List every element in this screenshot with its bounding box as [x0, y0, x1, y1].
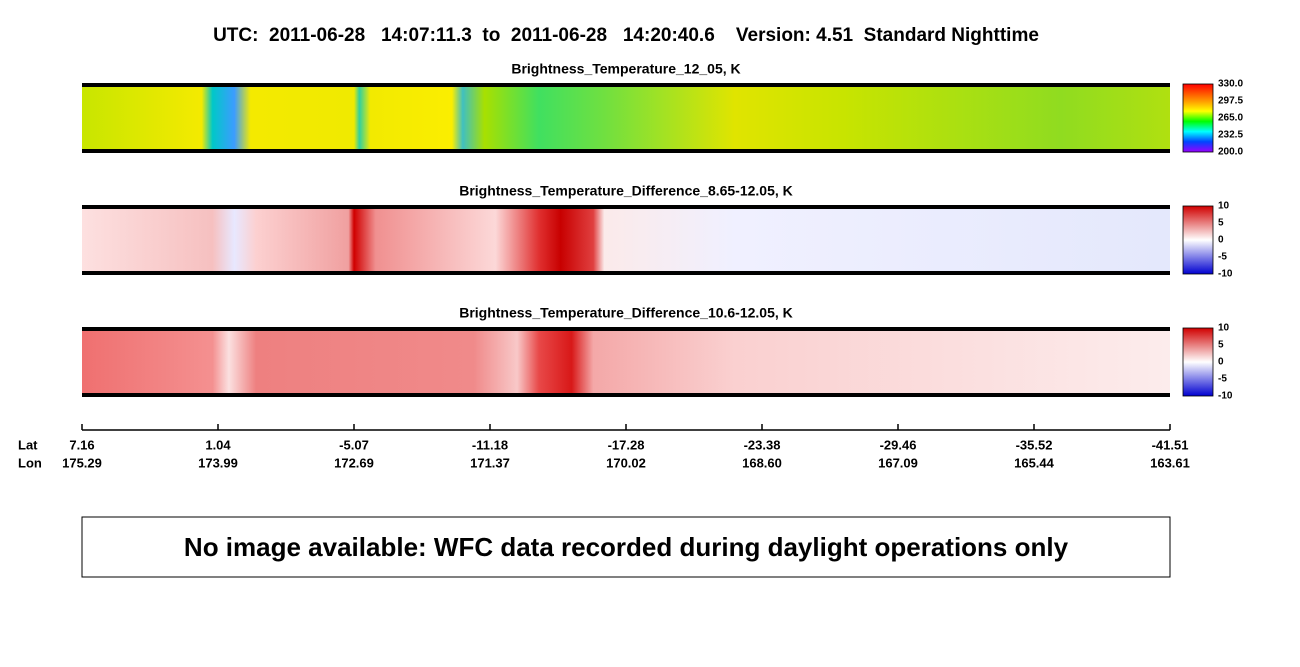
lat-tick-label: -29.46	[880, 437, 917, 452]
lat-tick-label: -41.51	[1152, 437, 1189, 452]
colorbar	[1182, 327, 1214, 397]
strip-edge-bottom	[82, 393, 1170, 397]
lon-tick-label: 167.09	[878, 455, 918, 470]
lat-tick-label: 7.16	[69, 437, 94, 452]
strip-edge-top	[82, 205, 1170, 209]
colorbar-label: -10	[1218, 269, 1233, 280]
lat-label: Lat	[18, 437, 38, 452]
colorbar-label: 232.5	[1218, 130, 1243, 141]
colorbar	[1182, 205, 1214, 275]
colorbar-label: 330.0	[1218, 79, 1243, 90]
title: UTC: 2011-06-28 14:07:11.3 to 2011-06-28…	[213, 25, 1039, 46]
lon-tick-label: 173.99	[198, 455, 238, 470]
colorbar-label: 265.0	[1218, 113, 1243, 124]
colorbar	[1182, 83, 1214, 153]
lat-tick-label: 1.04	[205, 437, 231, 452]
lat-tick-label: -11.18	[472, 437, 508, 452]
colorbar-label: 10	[1218, 323, 1230, 334]
lat-tick-label: -23.38	[744, 437, 781, 452]
colorbar-label: 200.0	[1218, 147, 1243, 158]
lat-tick-label: -17.28	[608, 437, 645, 452]
panel-title: Brightness_Temperature_Difference_8.65-1…	[459, 183, 793, 199]
lon-tick-label: 163.61	[1150, 455, 1190, 470]
colorbar-label: -10	[1218, 391, 1233, 402]
strip-edge-bottom	[82, 149, 1170, 153]
colorbar-label: -5	[1218, 374, 1227, 385]
lon-label: Lon	[18, 455, 42, 470]
lon-tick-label: 165.44	[1014, 455, 1055, 470]
colorbar-label: 5	[1218, 340, 1224, 351]
image-strip	[82, 328, 1170, 396]
panel-title: Brightness_Temperature_12_05, K	[511, 61, 740, 77]
colorbar-label: 0	[1218, 357, 1224, 368]
colorbar-label: -5	[1218, 252, 1227, 263]
lat-tick-label: -35.52	[1016, 437, 1053, 452]
panel-title: Brightness_Temperature_Difference_10.6-1…	[459, 305, 793, 321]
colorbar-label: 5	[1218, 218, 1224, 229]
image-strip	[82, 206, 1170, 274]
colorbar-label: 10	[1218, 201, 1230, 212]
strip-edge-top	[82, 327, 1170, 331]
colorbar-label: 297.5	[1218, 96, 1243, 107]
lon-tick-label: 168.60	[742, 455, 782, 470]
lat-tick-label: -5.07	[339, 437, 369, 452]
lon-tick-label: 171.37	[470, 455, 510, 470]
message-box	[81, 516, 1171, 578]
lon-tick-label: 170.02	[606, 455, 646, 470]
strip-edge-top	[82, 83, 1170, 87]
image-strip	[82, 84, 1170, 152]
message: No image available: WFC data recorded du…	[184, 532, 1069, 562]
strip-edge-bottom	[82, 271, 1170, 275]
lon-tick-label: 172.69	[334, 455, 374, 470]
lon-tick-label: 175.29	[62, 455, 102, 470]
colorbar-label: 0	[1218, 235, 1224, 246]
